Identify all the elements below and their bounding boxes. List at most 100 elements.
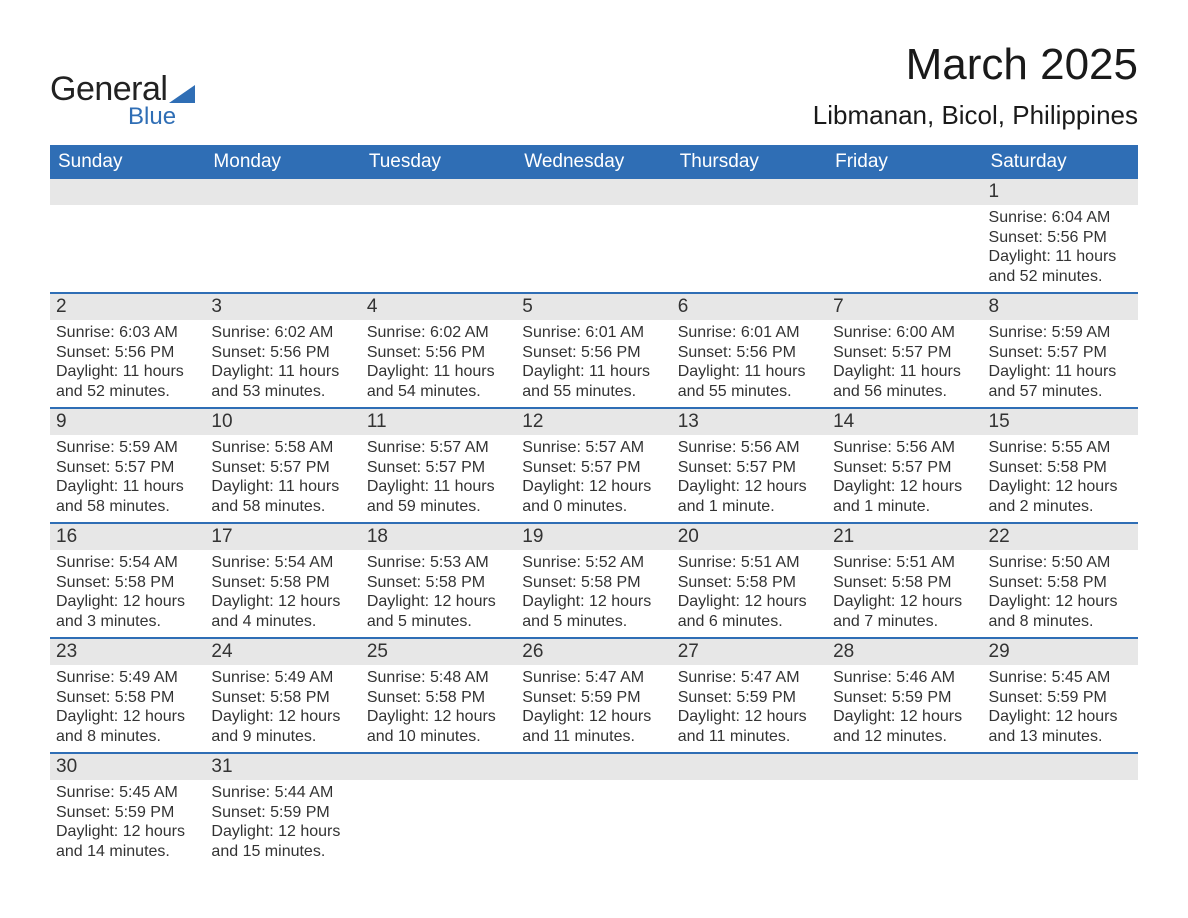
day-sunset: Sunset: 5:57 PM (211, 458, 354, 478)
calendar-day-cell: 6Sunrise: 6:01 AMSunset: 5:56 PMDaylight… (672, 293, 827, 408)
day-number-bar: 25 (361, 639, 516, 665)
day-body: Sunrise: 6:04 AMSunset: 5:56 PMDaylight:… (983, 205, 1138, 292)
day-sunrise: Sunrise: 5:54 AM (56, 553, 199, 573)
weekday-header: Tuesday (361, 145, 516, 179)
day-sunset: Sunset: 5:57 PM (833, 458, 976, 478)
weekday-header: Thursday (672, 145, 827, 179)
day-number-bar: 29 (983, 639, 1138, 665)
day-sunrise: Sunrise: 5:58 AM (211, 438, 354, 458)
day-sunset: Sunset: 5:58 PM (211, 688, 354, 708)
day-number-bar (50, 179, 205, 205)
day-number-bar: 26 (516, 639, 671, 665)
day-body (361, 205, 516, 214)
day-body: Sunrise: 6:00 AMSunset: 5:57 PMDaylight:… (827, 320, 982, 407)
day-sunrise: Sunrise: 6:02 AM (367, 323, 510, 343)
day-number-bar: 1 (983, 179, 1138, 205)
day-number-bar: 15 (983, 409, 1138, 435)
day-body: Sunrise: 5:47 AMSunset: 5:59 PMDaylight:… (672, 665, 827, 752)
calendar-day-cell: 25Sunrise: 5:48 AMSunset: 5:58 PMDayligh… (361, 638, 516, 753)
day-body: Sunrise: 5:45 AMSunset: 5:59 PMDaylight:… (983, 665, 1138, 752)
day-sunset: Sunset: 5:58 PM (211, 573, 354, 593)
day-daylight: Daylight: 12 hours and 11 minutes. (678, 707, 821, 746)
calendar-day-cell: 10Sunrise: 5:58 AMSunset: 5:57 PMDayligh… (205, 408, 360, 523)
day-number-bar (361, 179, 516, 205)
calendar-week-row: 16Sunrise: 5:54 AMSunset: 5:58 PMDayligh… (50, 523, 1138, 638)
day-sunset: Sunset: 5:59 PM (211, 803, 354, 823)
day-number-bar: 27 (672, 639, 827, 665)
day-daylight: Daylight: 12 hours and 10 minutes. (367, 707, 510, 746)
day-number-bar: 19 (516, 524, 671, 550)
day-daylight: Daylight: 11 hours and 55 minutes. (678, 362, 821, 401)
day-body: Sunrise: 5:45 AMSunset: 5:59 PMDaylight:… (50, 780, 205, 867)
day-daylight: Daylight: 12 hours and 13 minutes. (989, 707, 1132, 746)
day-sunrise: Sunrise: 6:02 AM (211, 323, 354, 343)
day-body (827, 780, 982, 789)
calendar-table: SundayMondayTuesdayWednesdayThursdayFrid… (50, 145, 1138, 867)
day-number-bar: 6 (672, 294, 827, 320)
day-body (361, 780, 516, 789)
day-body (672, 205, 827, 214)
weekday-header: Wednesday (516, 145, 671, 179)
day-sunrise: Sunrise: 5:53 AM (367, 553, 510, 573)
day-daylight: Daylight: 12 hours and 12 minutes. (833, 707, 976, 746)
calendar-week-row: 1Sunrise: 6:04 AMSunset: 5:56 PMDaylight… (50, 179, 1138, 293)
day-sunrise: Sunrise: 6:00 AM (833, 323, 976, 343)
day-sunrise: Sunrise: 5:56 AM (833, 438, 976, 458)
day-body: Sunrise: 6:02 AMSunset: 5:56 PMDaylight:… (361, 320, 516, 407)
logo-triangle-icon (169, 85, 195, 103)
calendar-day-cell: 23Sunrise: 5:49 AMSunset: 5:58 PMDayligh… (50, 638, 205, 753)
day-daylight: Daylight: 12 hours and 14 minutes. (56, 822, 199, 861)
day-sunset: Sunset: 5:59 PM (522, 688, 665, 708)
day-number-bar: 3 (205, 294, 360, 320)
day-body (983, 780, 1138, 789)
calendar-day-cell (205, 179, 360, 293)
day-daylight: Daylight: 11 hours and 59 minutes. (367, 477, 510, 516)
day-body (516, 205, 671, 214)
calendar-day-cell (672, 753, 827, 867)
calendar-day-cell: 24Sunrise: 5:49 AMSunset: 5:58 PMDayligh… (205, 638, 360, 753)
calendar-day-cell: 11Sunrise: 5:57 AMSunset: 5:57 PMDayligh… (361, 408, 516, 523)
calendar-day-cell (516, 179, 671, 293)
day-daylight: Daylight: 12 hours and 4 minutes. (211, 592, 354, 631)
calendar-day-cell (827, 179, 982, 293)
day-number-bar: 28 (827, 639, 982, 665)
calendar-day-cell: 22Sunrise: 5:50 AMSunset: 5:58 PMDayligh… (983, 523, 1138, 638)
day-body (827, 205, 982, 214)
day-daylight: Daylight: 11 hours and 56 minutes. (833, 362, 976, 401)
calendar-day-cell: 26Sunrise: 5:47 AMSunset: 5:59 PMDayligh… (516, 638, 671, 753)
day-body: Sunrise: 5:57 AMSunset: 5:57 PMDaylight:… (361, 435, 516, 522)
day-body: Sunrise: 5:48 AMSunset: 5:58 PMDaylight:… (361, 665, 516, 752)
logo-text-blue: Blue (128, 103, 195, 131)
day-sunrise: Sunrise: 5:47 AM (522, 668, 665, 688)
day-daylight: Daylight: 12 hours and 5 minutes. (522, 592, 665, 631)
day-daylight: Daylight: 12 hours and 8 minutes. (989, 592, 1132, 631)
calendar-day-cell: 17Sunrise: 5:54 AMSunset: 5:58 PMDayligh… (205, 523, 360, 638)
day-sunrise: Sunrise: 5:57 AM (522, 438, 665, 458)
day-sunrise: Sunrise: 6:04 AM (989, 208, 1132, 228)
calendar-day-cell: 9Sunrise: 5:59 AMSunset: 5:57 PMDaylight… (50, 408, 205, 523)
weekday-header: Saturday (983, 145, 1138, 179)
weekday-header-row: SundayMondayTuesdayWednesdayThursdayFrid… (50, 145, 1138, 179)
day-sunset: Sunset: 5:58 PM (56, 688, 199, 708)
day-sunrise: Sunrise: 5:48 AM (367, 668, 510, 688)
calendar-day-cell: 19Sunrise: 5:52 AMSunset: 5:58 PMDayligh… (516, 523, 671, 638)
day-body: Sunrise: 5:52 AMSunset: 5:58 PMDaylight:… (516, 550, 671, 637)
day-body: Sunrise: 5:58 AMSunset: 5:57 PMDaylight:… (205, 435, 360, 522)
day-body (672, 780, 827, 789)
day-sunrise: Sunrise: 6:01 AM (522, 323, 665, 343)
day-number-bar (516, 179, 671, 205)
calendar-day-cell (361, 179, 516, 293)
title-block: March 2025 Libmanan, Bicol, Philippines (813, 40, 1138, 131)
day-body: Sunrise: 5:54 AMSunset: 5:58 PMDaylight:… (50, 550, 205, 637)
calendar-day-cell (516, 753, 671, 867)
calendar-day-cell: 18Sunrise: 5:53 AMSunset: 5:58 PMDayligh… (361, 523, 516, 638)
day-number-bar (672, 179, 827, 205)
day-number-bar: 31 (205, 754, 360, 780)
day-sunrise: Sunrise: 5:49 AM (211, 668, 354, 688)
day-sunrise: Sunrise: 5:45 AM (989, 668, 1132, 688)
day-daylight: Daylight: 12 hours and 9 minutes. (211, 707, 354, 746)
calendar-day-cell: 1Sunrise: 6:04 AMSunset: 5:56 PMDaylight… (983, 179, 1138, 293)
day-body: Sunrise: 5:47 AMSunset: 5:59 PMDaylight:… (516, 665, 671, 752)
day-number-bar (827, 754, 982, 780)
day-sunset: Sunset: 5:58 PM (367, 688, 510, 708)
